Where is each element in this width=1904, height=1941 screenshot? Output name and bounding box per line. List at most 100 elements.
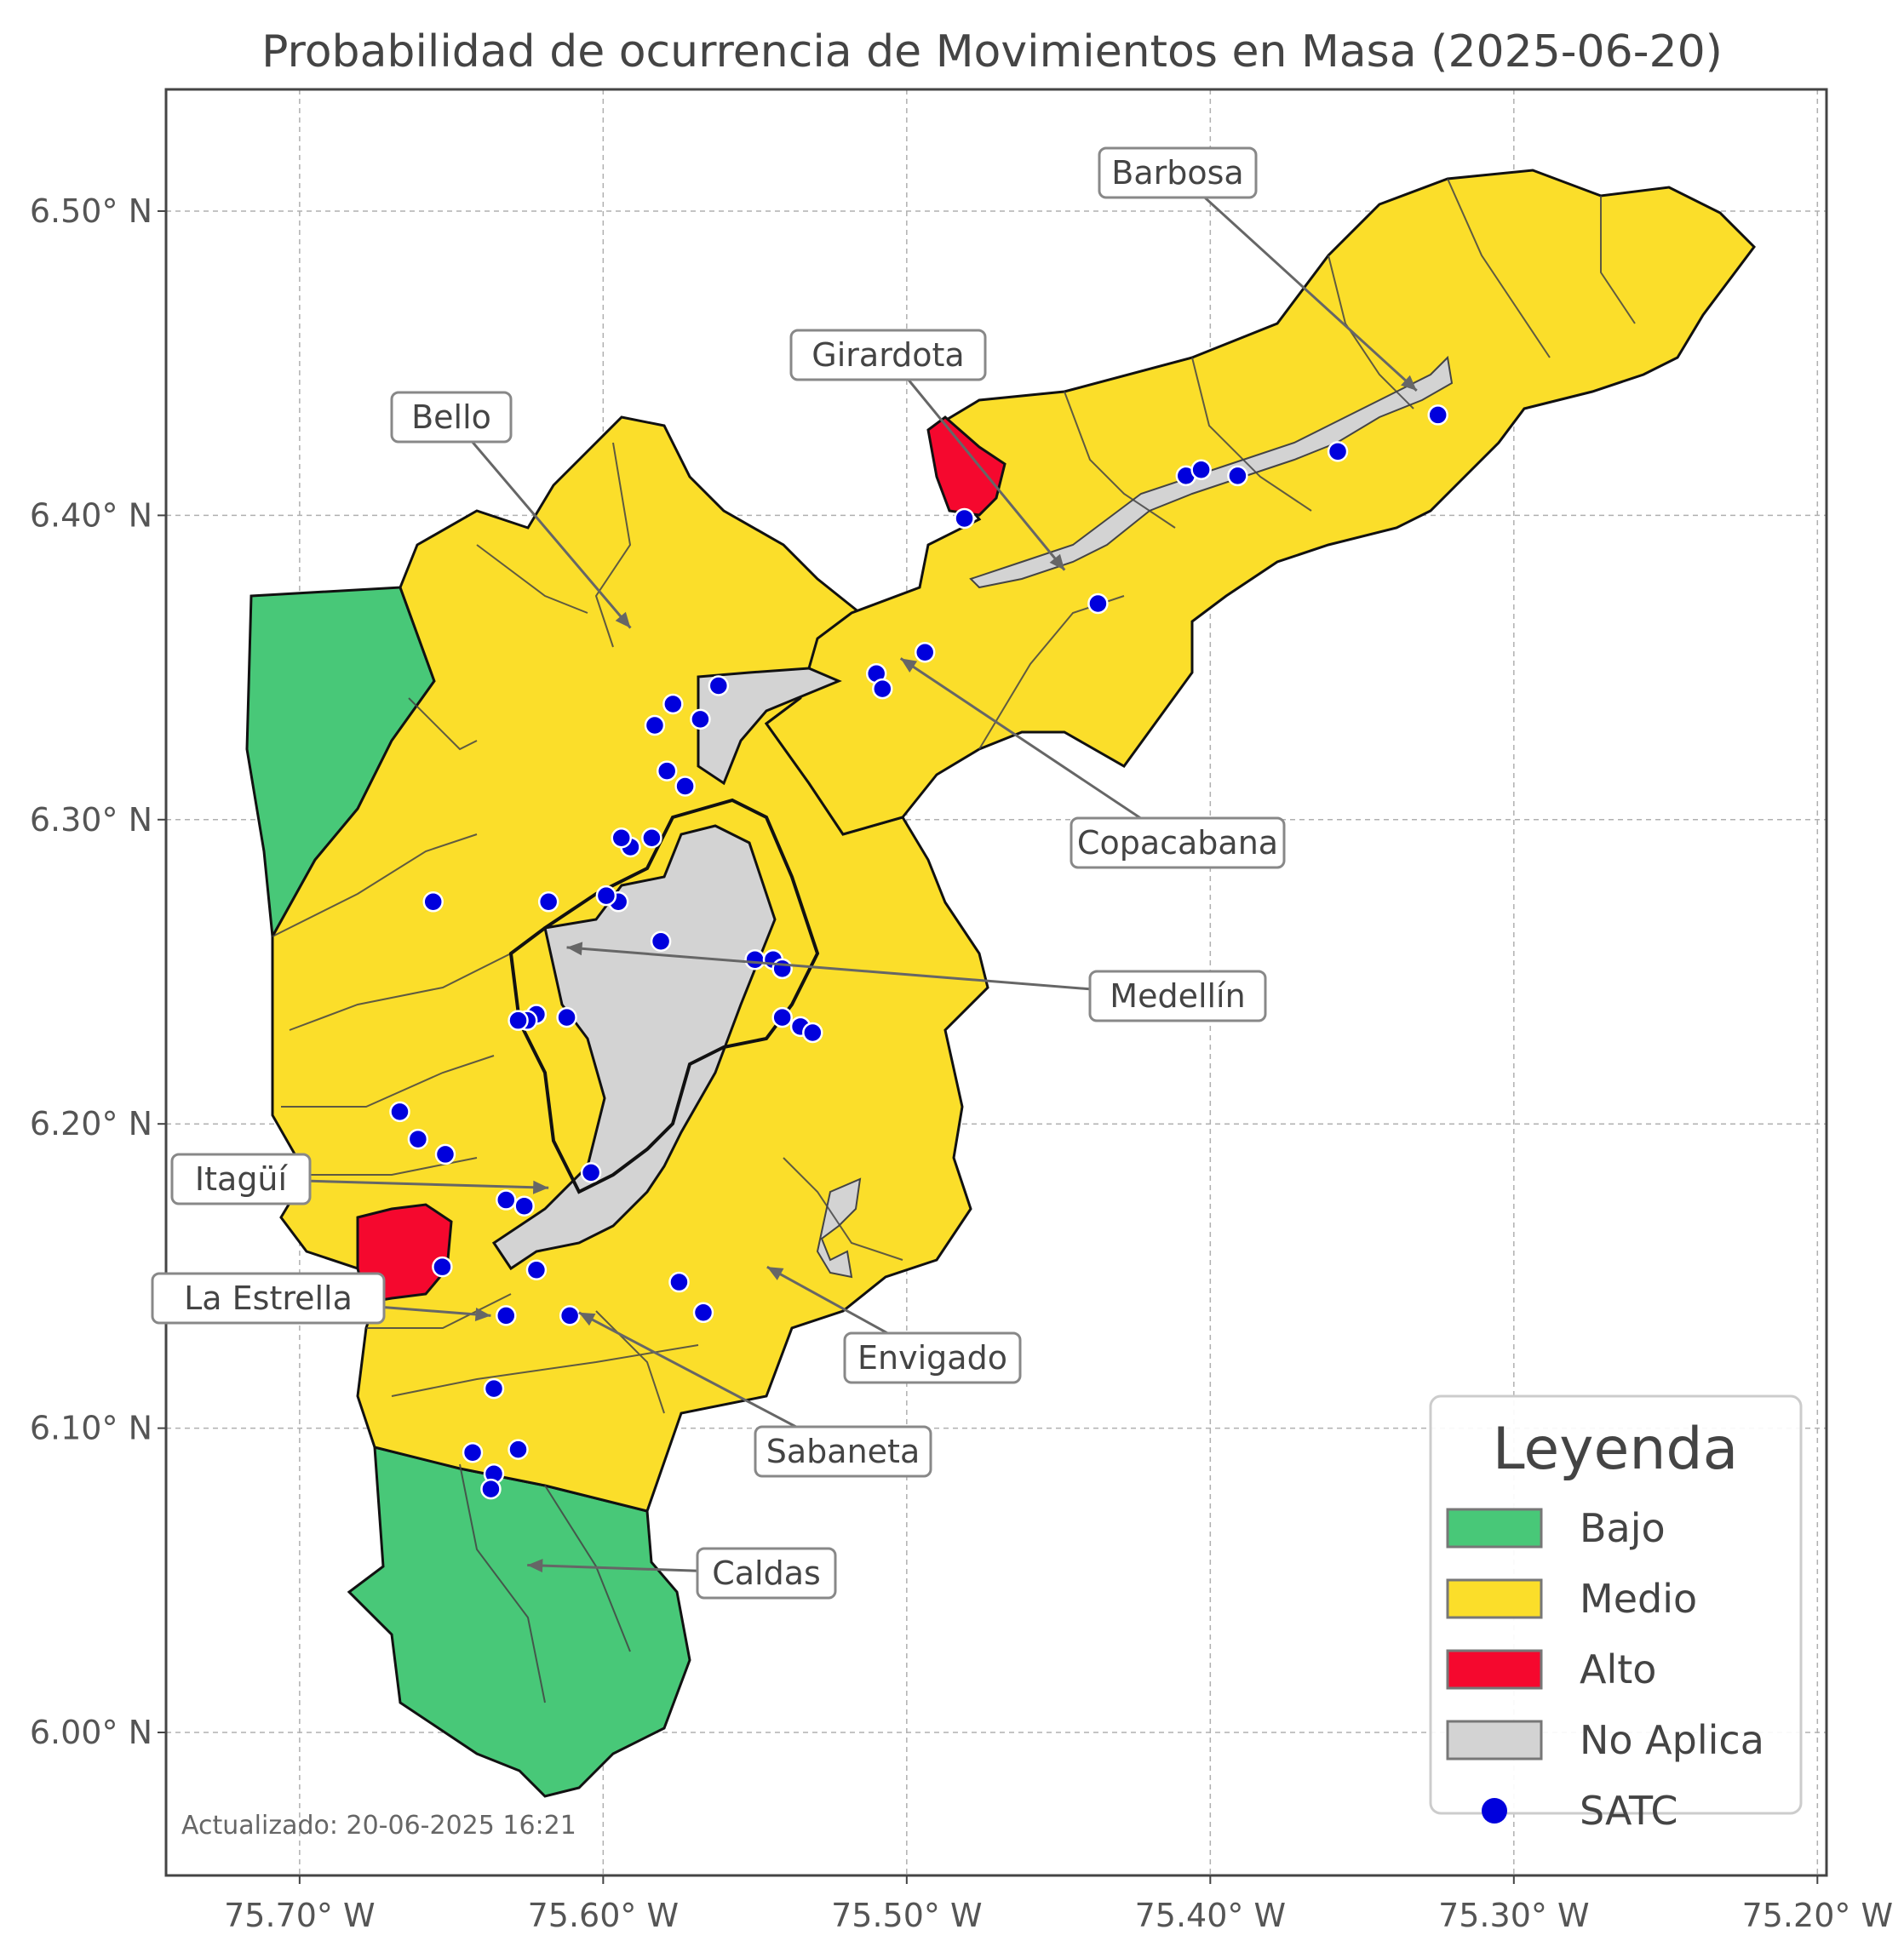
satc-point bbox=[389, 1101, 410, 1123]
callout-box bbox=[390, 391, 513, 444]
satc-point bbox=[690, 708, 711, 730]
satc-point bbox=[559, 1305, 581, 1326]
legend-label: No Aplica bbox=[1580, 1717, 1764, 1763]
callout-envigado: Envigado bbox=[766, 1265, 1022, 1384]
region-envigado-urban bbox=[816, 1177, 862, 1279]
legend-swatch bbox=[1446, 1578, 1543, 1619]
callout-caldas: Caldas bbox=[527, 1547, 837, 1600]
updated-timestamp: Actualizado: 20-06-2025 16:21 bbox=[181, 1811, 576, 1841]
callout-label: Bello bbox=[411, 398, 491, 436]
satc-point bbox=[513, 1195, 535, 1217]
lat-tick-label: 6.50° N bbox=[30, 192, 152, 230]
callout-arrowhead bbox=[578, 1312, 596, 1326]
region-medellin-urban bbox=[491, 824, 777, 1271]
callout-box bbox=[1098, 146, 1258, 199]
callout-box bbox=[151, 1272, 386, 1325]
callout-copacabana: Copacabana bbox=[899, 657, 1286, 869]
satc-point bbox=[508, 1010, 529, 1031]
callout-label: Barbosa bbox=[1111, 154, 1243, 192]
lon-tick-label: 75.40° W bbox=[1135, 1897, 1286, 1934]
legend-item-medio: Medio bbox=[1446, 1576, 1697, 1622]
callout-arrow bbox=[1176, 171, 1418, 392]
satc-point bbox=[480, 1478, 502, 1500]
lon-tick-label: 75.20° W bbox=[1742, 1897, 1893, 1934]
callout-arrowhead bbox=[766, 1267, 784, 1280]
lon-tick-label: 75.70° W bbox=[224, 1897, 375, 1934]
legend: Leyenda Bajo Medio Alto No Aplica SATC bbox=[1429, 1394, 1803, 1834]
map-title: Probabilidad de ocurrencia de Movimiento… bbox=[261, 26, 1723, 77]
lon-tick-label: 75.30° W bbox=[1438, 1897, 1589, 1934]
satc-point bbox=[1087, 593, 1109, 615]
legend-label: Alto bbox=[1580, 1646, 1656, 1692]
callout-label: Girardota bbox=[811, 336, 964, 374]
callout-arrow bbox=[886, 354, 1066, 571]
legend-frame bbox=[1429, 1394, 1803, 1815]
callout-label: Medellín bbox=[1110, 977, 1245, 1015]
satc-point bbox=[644, 714, 666, 736]
satc-point bbox=[954, 507, 975, 530]
lat-tick-label: 6.20° N bbox=[30, 1105, 152, 1142]
satc-point bbox=[674, 776, 696, 797]
legend-swatch bbox=[1446, 1508, 1543, 1549]
satc-point bbox=[872, 678, 893, 700]
region-bello-urban bbox=[697, 667, 842, 786]
lat-tick-label: 6.10° N bbox=[30, 1410, 152, 1447]
risk-regions bbox=[245, 169, 1756, 1798]
satc-point bbox=[744, 948, 766, 970]
callout-label: Caldas bbox=[712, 1555, 821, 1592]
callout-arrowhead bbox=[1049, 553, 1065, 570]
region-girardota-alto bbox=[926, 415, 1006, 517]
callout-arrow bbox=[899, 657, 1179, 845]
satc-point bbox=[611, 827, 632, 849]
satc-point bbox=[771, 958, 793, 980]
subdivision-lines bbox=[272, 178, 1636, 1703]
satc-point bbox=[595, 885, 617, 907]
satc-point bbox=[650, 930, 672, 952]
plot-frame bbox=[164, 88, 1828, 1877]
callout-label: Sabaneta bbox=[766, 1433, 920, 1470]
satc-point bbox=[1227, 465, 1248, 487]
callout-barbosa: Barbosa bbox=[1098, 146, 1418, 392]
satc-point bbox=[1190, 459, 1212, 481]
lat-tick-label: 6.00° N bbox=[30, 1714, 152, 1751]
legend-label: Medio bbox=[1580, 1576, 1697, 1622]
lon-tick-label: 75.50° W bbox=[831, 1897, 982, 1934]
legend-label: Bajo bbox=[1580, 1505, 1666, 1551]
satc-point bbox=[802, 1022, 823, 1044]
satc-point bbox=[1427, 404, 1448, 426]
callout-box bbox=[1088, 970, 1267, 1022]
callout-box bbox=[789, 329, 987, 381]
satc-point bbox=[496, 1189, 517, 1211]
legend-items: Bajo Medio Alto No Aplica SATC bbox=[1446, 1505, 1764, 1834]
callout-sabaneta: Sabaneta bbox=[578, 1311, 932, 1478]
medellin-boundary bbox=[508, 798, 820, 1194]
legend-item-no-aplica: No Aplica bbox=[1446, 1717, 1764, 1763]
callout-itag-: Itagüí bbox=[170, 1153, 549, 1205]
callout-arrowhead bbox=[527, 1559, 543, 1573]
legend-swatch bbox=[1446, 1720, 1543, 1761]
satc-point bbox=[668, 1271, 690, 1293]
callout-label: Itagüí bbox=[195, 1160, 289, 1198]
callout-la-estrella: La Estrella bbox=[151, 1272, 491, 1325]
legend-title: Leyenda bbox=[1493, 1416, 1739, 1483]
callout-arrowhead bbox=[566, 942, 583, 956]
satc-point bbox=[580, 1162, 602, 1183]
callout-label: Envigado bbox=[857, 1339, 1007, 1377]
satc-point bbox=[483, 1377, 505, 1400]
municipality-callouts: Barbosa Girardota Bello Copacabana Medellín I… bbox=[151, 146, 1418, 1600]
satc-point bbox=[641, 827, 662, 849]
callout-arrowhead bbox=[532, 1180, 549, 1194]
callout-arrow bbox=[566, 946, 1179, 998]
satc-point bbox=[496, 1305, 517, 1326]
satc-markers bbox=[389, 404, 1448, 1500]
legend-marker bbox=[1482, 1798, 1507, 1824]
satc-point bbox=[556, 1006, 577, 1028]
satc-point bbox=[525, 1259, 548, 1281]
legend-swatch bbox=[1446, 1649, 1543, 1690]
satc-point bbox=[434, 1143, 456, 1165]
satc-point bbox=[422, 891, 444, 913]
callout-arrowhead bbox=[1401, 375, 1417, 391]
satc-point bbox=[1327, 441, 1349, 462]
callout-label: Copacabana bbox=[1077, 824, 1278, 862]
